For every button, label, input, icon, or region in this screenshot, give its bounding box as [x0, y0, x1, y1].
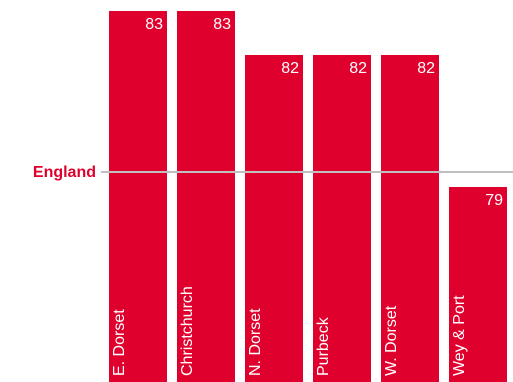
category-label-2: N. Dorset	[247, 308, 264, 376]
bar-2	[245, 55, 303, 382]
category-label-4: W. Dorset	[383, 305, 400, 376]
bar-3	[313, 55, 371, 382]
bar-5	[449, 187, 507, 382]
value-label-2: 82	[281, 60, 299, 77]
value-label-0: 83	[145, 16, 163, 33]
value-label-5: 79	[485, 192, 503, 209]
bar-0	[109, 11, 167, 382]
category-label-3: Purbeck	[315, 316, 332, 376]
category-label-1: Christchurch	[179, 286, 196, 376]
bars-group	[109, 11, 507, 382]
value-label-1: 83	[213, 16, 231, 33]
england-reference-label: England	[33, 164, 96, 181]
value-label-3: 82	[349, 60, 367, 77]
bar-4	[381, 55, 439, 382]
labels-group: 83 E. Dorset 83 Christchurch 82 N. Dorset 82 Pu…	[111, 16, 503, 376]
bar-1	[177, 11, 235, 382]
category-label-5: Wey & Port	[451, 295, 468, 376]
value-label-4: 82	[417, 60, 435, 77]
category-label-0: E. Dorset	[111, 309, 128, 376]
